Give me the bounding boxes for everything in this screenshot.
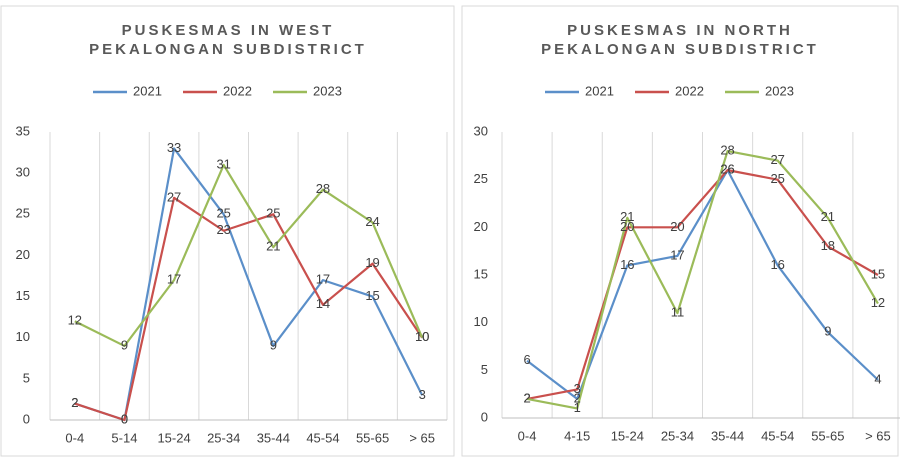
data-label: 0	[121, 411, 128, 426]
y-tick-label: 10	[474, 314, 488, 329]
data-label: 1	[574, 400, 581, 415]
y-tick-label: 15	[474, 266, 488, 281]
data-label: 31	[216, 156, 230, 171]
y-tick-label: 0	[23, 411, 30, 426]
data-label: 2	[71, 395, 78, 410]
data-label: 15	[871, 266, 885, 281]
x-tick-label: 0-4	[65, 430, 84, 445]
panel-border	[461, 5, 899, 457]
chart-title: PUSKESMAS IN NORTH	[567, 22, 793, 39]
data-label: 2	[523, 390, 530, 405]
legend-label: 2023	[765, 83, 794, 98]
data-label: 25	[770, 171, 784, 186]
data-label: 25	[216, 206, 230, 221]
data-label: 18	[821, 238, 835, 253]
data-label: 3	[574, 381, 581, 396]
y-tick-label: 25	[16, 206, 30, 221]
x-tick-label: > 65	[409, 430, 435, 445]
x-tick-label: 5-14	[111, 430, 137, 445]
data-label: 21	[266, 239, 280, 254]
data-label: 2	[523, 390, 530, 405]
series-line	[74, 147, 424, 422]
legend-label: 2021	[133, 83, 162, 98]
x-tick-label: 15-24	[611, 428, 644, 443]
data-label: 9	[824, 324, 831, 339]
y-tick-label: 0	[481, 409, 488, 424]
series-line	[74, 163, 424, 348]
data-label: 26	[720, 162, 734, 177]
data-label: 28	[720, 143, 734, 158]
x-tick-label: 45-54	[761, 428, 794, 443]
panel-border	[0, 5, 455, 457]
data-label: 9	[270, 337, 277, 352]
data-label: 3	[419, 387, 426, 402]
x-tick-label: 55-65	[356, 430, 389, 445]
chart-title: PEKALONGAN SUBDISTRICT	[89, 41, 367, 58]
data-label: 11	[671, 305, 685, 320]
data-label: 4	[874, 371, 881, 386]
data-label: 19	[365, 255, 379, 270]
x-tick-label: 15-24	[157, 430, 190, 445]
data-label: 2	[574, 390, 581, 405]
legend-label: 2023	[313, 83, 342, 98]
x-tick-label: > 65	[865, 428, 891, 443]
x-tick-label: 35-44	[257, 430, 290, 445]
y-tick-label: 20	[16, 247, 30, 262]
data-label: 6	[523, 352, 530, 367]
y-tick-label: 25	[474, 171, 488, 186]
data-label: 10	[415, 329, 429, 344]
data-label: 27	[770, 152, 784, 167]
x-tick-label: 55-65	[811, 428, 844, 443]
data-label: 21	[620, 209, 634, 224]
data-label: 0	[121, 411, 128, 426]
data-label: 14	[316, 296, 330, 311]
x-tick-label: 35-44	[711, 428, 744, 443]
data-label: 21	[821, 209, 835, 224]
data-label: 28	[316, 181, 330, 196]
data-label: 15	[365, 288, 379, 303]
data-label: 16	[770, 257, 784, 272]
y-tick-label: 20	[474, 219, 488, 234]
data-label: 2	[71, 395, 78, 410]
data-label: 12	[68, 313, 82, 328]
data-label: 26	[720, 162, 734, 177]
data-label: 23	[216, 222, 230, 237]
y-tick-label: 30	[474, 123, 488, 138]
data-label: 17	[316, 272, 330, 287]
legend-label: 2021	[585, 83, 614, 98]
series-line	[526, 169, 879, 401]
data-label: 24	[365, 214, 379, 229]
data-label: 20	[620, 219, 634, 234]
data-label: 33	[167, 140, 181, 155]
x-tick-label: 25-34	[207, 430, 240, 445]
x-tick-label: 0-4	[518, 428, 537, 443]
y-tick-label: 5	[481, 362, 488, 377]
data-label: 12	[871, 295, 885, 310]
chart-title: PUSKESMAS IN WEST	[122, 22, 335, 39]
series-line	[526, 149, 879, 410]
data-label: 25	[266, 206, 280, 221]
legend-label: 2022	[223, 83, 252, 98]
chart-title: PEKALONGAN SUBDISTRICT	[541, 41, 819, 58]
data-label: 17	[167, 272, 181, 287]
y-tick-label: 15	[16, 288, 30, 303]
x-tick-label: 25-34	[661, 428, 694, 443]
x-tick-label: 45-54	[306, 430, 339, 445]
y-tick-label: 10	[16, 329, 30, 344]
y-tick-label: 5	[23, 370, 30, 385]
data-label: 17	[670, 247, 684, 262]
data-label: 27	[167, 189, 181, 204]
data-label: 20	[670, 219, 684, 234]
y-tick-label: 35	[16, 123, 30, 138]
legend-label: 2022	[675, 83, 704, 98]
x-tick-label: 4-15	[564, 428, 590, 443]
data-label: 9	[121, 337, 128, 352]
data-label: 16	[620, 257, 634, 272]
series-line	[74, 196, 424, 422]
data-label: 10	[415, 329, 429, 344]
y-tick-label: 30	[16, 165, 30, 180]
